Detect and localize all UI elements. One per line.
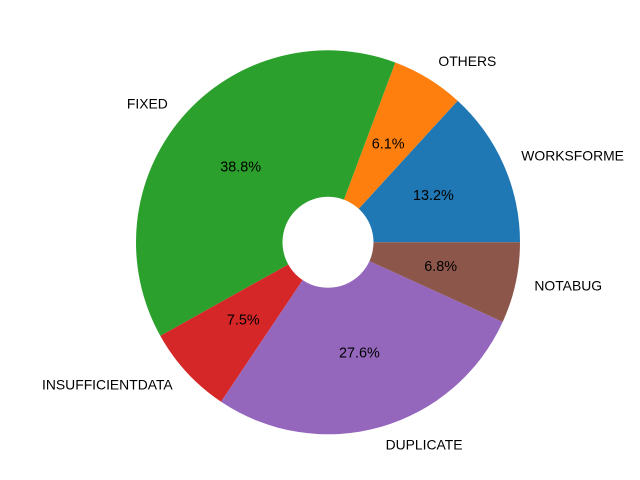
svg-text:FIXED: FIXED <box>127 96 168 112</box>
svg-text:OTHERS: OTHERS <box>438 53 496 69</box>
svg-text:7.5%: 7.5% <box>227 313 260 329</box>
svg-text:DUPLICATE: DUPLICATE <box>386 437 463 453</box>
svg-text:38.8%: 38.8% <box>220 160 261 176</box>
svg-text:6.8%: 6.8% <box>424 259 457 275</box>
svg-text:INSUFFICIENTDATA: INSUFFICIENTDATA <box>42 376 173 392</box>
svg-text:NOTABUG: NOTABUG <box>534 277 602 293</box>
svg-text:27.6%: 27.6% <box>339 345 380 361</box>
svg-text:WORKSFORME: WORKSFORME <box>521 147 624 163</box>
svg-text:6.1%: 6.1% <box>372 136 405 152</box>
svg-text:13.2%: 13.2% <box>413 188 454 204</box>
